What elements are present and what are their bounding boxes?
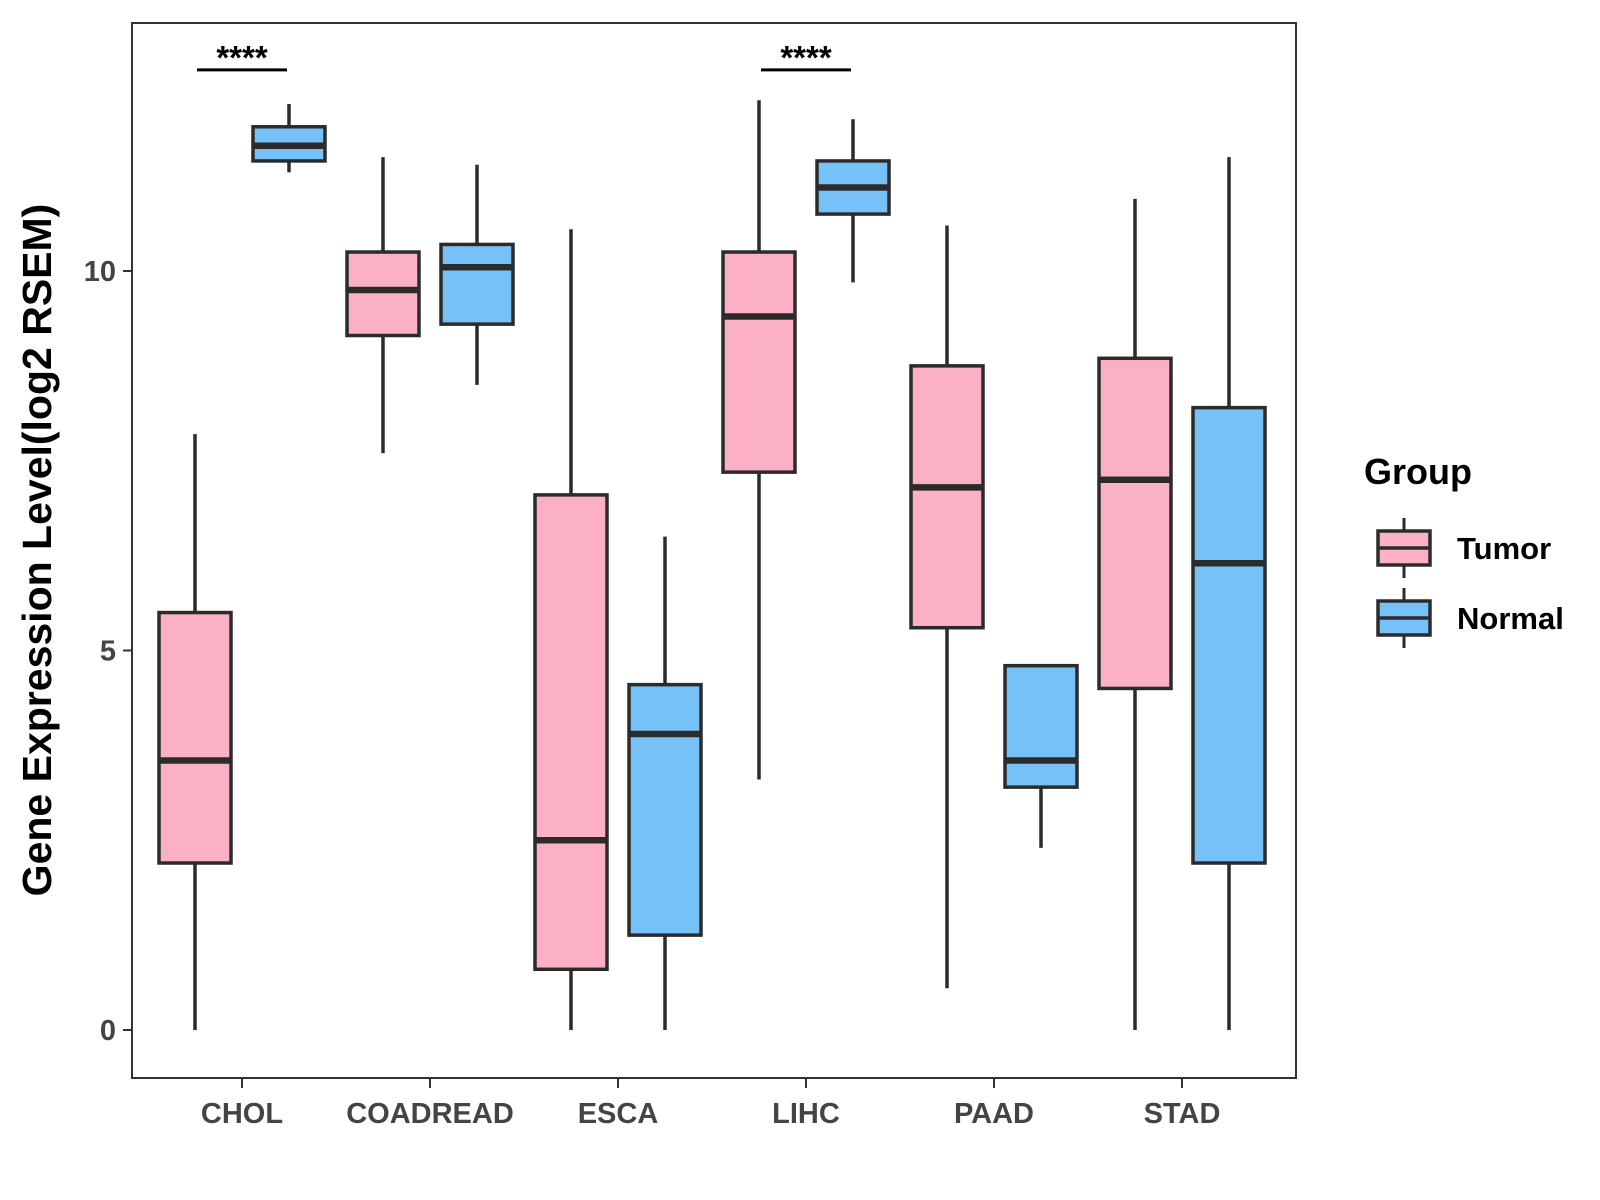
box-body bbox=[439, 242, 515, 326]
box-body bbox=[721, 250, 797, 474]
box-normal-chol bbox=[251, 104, 327, 173]
significance-annotations: **** **** bbox=[197, 39, 851, 76]
legend-item-normal: Normal bbox=[1376, 588, 1564, 648]
box-tumor-esca bbox=[533, 229, 609, 1030]
legend-label: Normal bbox=[1457, 601, 1564, 636]
box-tumor-stad bbox=[1097, 198, 1173, 1030]
box-normal-paad bbox=[1003, 663, 1079, 848]
box-normal-coadread bbox=[439, 164, 515, 385]
x-tick-label: ESCA bbox=[578, 1098, 659, 1130]
legend-item-tumor: Tumor bbox=[1376, 518, 1551, 578]
x-tick-label: CHOL bbox=[201, 1098, 283, 1130]
y-tick-label: 0 bbox=[100, 1015, 116, 1047]
box-tumor-paad bbox=[909, 225, 985, 989]
y-tick-label: 10 bbox=[84, 256, 116, 288]
y-axis-title: Gene Expression Level(log2 RSEM) bbox=[14, 204, 60, 897]
significance-label: **** bbox=[216, 39, 268, 76]
legend-label: Tumor bbox=[1457, 531, 1551, 566]
box-tumor-coadread bbox=[345, 157, 421, 454]
boxes bbox=[157, 100, 1267, 1030]
y-axis: 0 5 10 bbox=[84, 256, 132, 1047]
x-tick-label: STAD bbox=[1144, 1098, 1221, 1130]
x-tick-label: LIHC bbox=[772, 1098, 840, 1130]
box-normal-esca bbox=[627, 536, 703, 1030]
y-tick-label: 5 bbox=[100, 636, 116, 668]
box-tumor-chol bbox=[157, 434, 233, 1030]
box-body bbox=[533, 493, 609, 972]
box-body bbox=[1191, 405, 1267, 865]
box-normal-stad bbox=[1191, 157, 1267, 1030]
x-tick-label: PAAD bbox=[954, 1098, 1034, 1130]
legend-title: Group bbox=[1364, 451, 1472, 492]
x-tick-label: COADREAD bbox=[346, 1098, 514, 1130]
box-body bbox=[1097, 356, 1173, 691]
x-axis: CHOL COADREAD ESCA LIHC PAAD STAD bbox=[201, 1078, 1220, 1130]
box-body bbox=[345, 250, 421, 338]
significance-label: **** bbox=[780, 39, 832, 76]
box-body bbox=[909, 364, 985, 630]
box-body bbox=[157, 610, 233, 865]
box-body bbox=[1003, 663, 1079, 789]
box-normal-lihc bbox=[815, 119, 891, 283]
legend: Group Tumor Normal bbox=[1364, 451, 1564, 648]
box-tumor-lihc bbox=[721, 100, 797, 780]
box-body bbox=[627, 682, 703, 937]
